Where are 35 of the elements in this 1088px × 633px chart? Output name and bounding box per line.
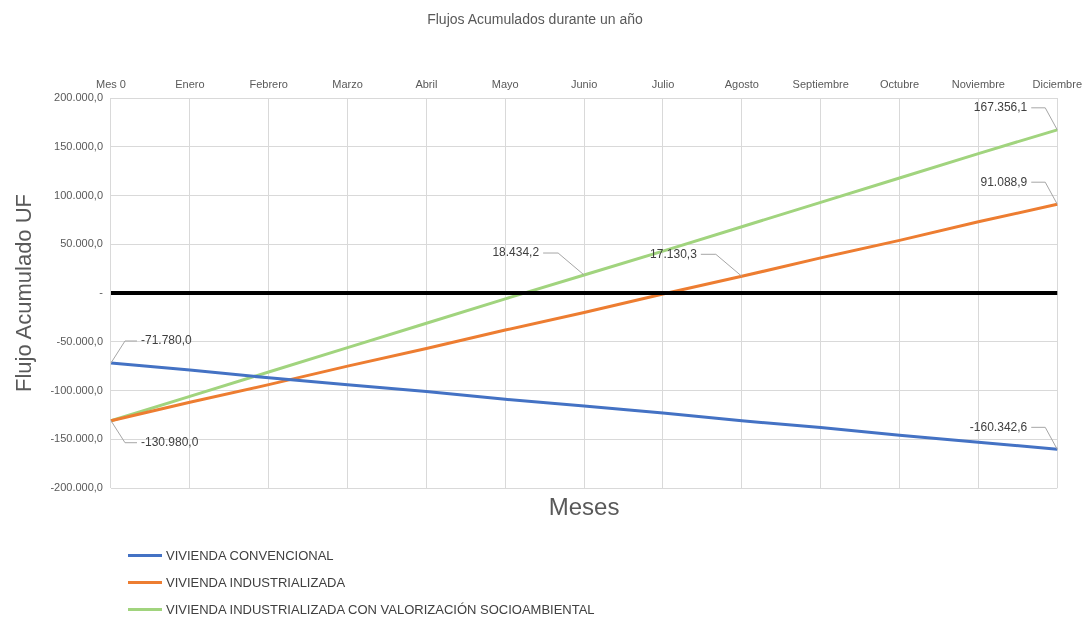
data-label: 18.434,2 (492, 245, 540, 260)
y-tick-label: -200.000,0 (50, 481, 103, 494)
x-tick-label: Mayo (491, 78, 519, 91)
y-tick-label: 200.000,0 (54, 91, 103, 104)
x-tick-label: Agosto (724, 78, 759, 91)
x-tick-label: Marzo (332, 78, 363, 91)
x-tick-label: Diciembre (1032, 78, 1082, 91)
x-tick-label: Noviembre (951, 78, 1005, 91)
x-tick-label: Febrero (249, 78, 288, 91)
chart-title: Flujos Acumulados durante un año (427, 11, 643, 28)
x-tick-label: Octubre (879, 78, 920, 91)
data-label: -160.342,6 (969, 419, 1028, 434)
y-tick-label: 150.000,0 (54, 139, 103, 152)
legend-label: VIVIENDA INDUSTRIALIZADA CON VALORIZACIÓN SOCIOAMBIENTAL (166, 602, 595, 617)
x-tick-label: Junio (570, 78, 598, 91)
x-tick-label: Enero (175, 78, 205, 91)
y-tick-label: - (99, 286, 104, 299)
data-label: 91.088,9 (980, 174, 1028, 189)
x-tick-label: Abril (415, 78, 438, 91)
y-tick-label: -150.000,0 (50, 432, 103, 445)
y-axis-title: Flujo Acumulado UF (11, 193, 37, 393)
y-tick-label: 100.000,0 (54, 188, 103, 201)
data-label: -130.980,0 (141, 435, 199, 450)
x-axis-title: Meses (548, 492, 620, 520)
y-tick-label: -50.000,0 (56, 334, 103, 347)
legend-label: VIVIENDA INDUSTRIALIZADA (166, 575, 346, 590)
data-label: -71.780,0 (141, 333, 193, 348)
data-label: 167.356,1 (973, 100, 1028, 115)
legend-label: VIVIENDA CONVENCIONAL (166, 548, 334, 563)
data-label: 17.130,3 (650, 246, 698, 261)
x-tick-label: Julio (651, 78, 675, 91)
x-tick-label: Mes 0 (96, 78, 126, 91)
y-tick-label: 50.000,0 (60, 237, 103, 250)
y-tick-label: -100.000,0 (50, 383, 103, 396)
x-tick-label: Septiembre (792, 78, 849, 91)
